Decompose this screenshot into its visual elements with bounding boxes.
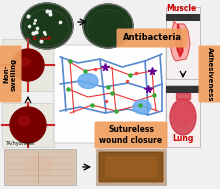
FancyBboxPatch shape — [117, 29, 187, 47]
FancyBboxPatch shape — [96, 149, 166, 185]
Polygon shape — [176, 93, 190, 99]
FancyBboxPatch shape — [166, 7, 200, 79]
Ellipse shape — [18, 116, 30, 125]
Text: TA/hydrogel: TA/hydrogel — [5, 141, 34, 146]
Ellipse shape — [12, 49, 44, 81]
Text: Antibacteria: Antibacteria — [123, 33, 182, 43]
FancyBboxPatch shape — [0, 46, 22, 102]
FancyBboxPatch shape — [54, 45, 166, 143]
Text: Sutureless
wound closure: Sutureless wound closure — [99, 125, 163, 145]
Polygon shape — [176, 24, 183, 57]
FancyBboxPatch shape — [198, 46, 220, 102]
FancyBboxPatch shape — [4, 149, 76, 185]
Text: Lung: Lung — [172, 134, 194, 143]
FancyBboxPatch shape — [95, 122, 167, 149]
Text: Adhesiveness: Adhesiveness — [207, 47, 213, 101]
Ellipse shape — [20, 58, 30, 66]
Text: E. coli: E. coli — [33, 36, 51, 41]
Ellipse shape — [133, 100, 151, 114]
Polygon shape — [170, 21, 190, 61]
Ellipse shape — [23, 157, 53, 177]
Ellipse shape — [78, 74, 98, 88]
Ellipse shape — [10, 107, 46, 143]
FancyBboxPatch shape — [2, 39, 54, 91]
Text: Muscle: Muscle — [166, 4, 196, 13]
Ellipse shape — [173, 99, 193, 127]
FancyBboxPatch shape — [166, 86, 200, 93]
FancyBboxPatch shape — [166, 14, 200, 21]
FancyBboxPatch shape — [166, 85, 200, 147]
Ellipse shape — [170, 99, 196, 135]
Ellipse shape — [21, 3, 73, 49]
FancyBboxPatch shape — [106, 156, 156, 177]
Text: Non-
swelling: Non- swelling — [4, 57, 16, 91]
FancyBboxPatch shape — [99, 152, 163, 182]
Ellipse shape — [83, 4, 133, 48]
FancyBboxPatch shape — [2, 103, 54, 147]
